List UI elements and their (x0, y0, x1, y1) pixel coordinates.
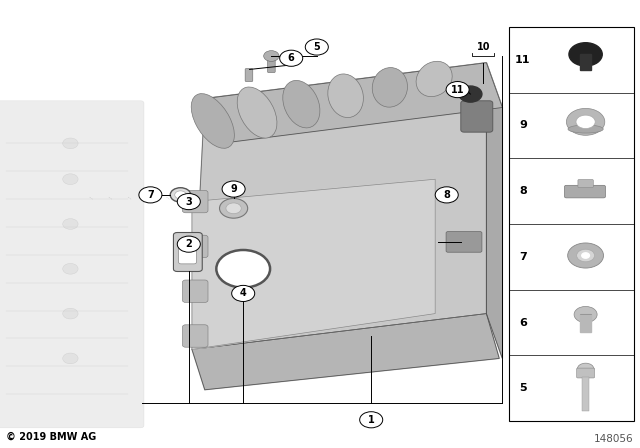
Text: 11: 11 (515, 55, 531, 65)
FancyBboxPatch shape (182, 235, 208, 258)
Circle shape (577, 249, 595, 262)
Circle shape (226, 203, 241, 214)
Polygon shape (192, 63, 486, 349)
Text: 3: 3 (186, 197, 192, 207)
Polygon shape (192, 314, 499, 390)
Ellipse shape (416, 61, 452, 97)
FancyBboxPatch shape (578, 180, 593, 188)
Circle shape (63, 308, 78, 319)
FancyBboxPatch shape (182, 325, 208, 347)
Circle shape (566, 108, 605, 135)
Circle shape (305, 39, 328, 55)
Polygon shape (486, 63, 502, 358)
Circle shape (577, 363, 594, 375)
Bar (580, 54, 591, 69)
Polygon shape (205, 63, 502, 143)
Text: 9: 9 (519, 121, 527, 130)
FancyBboxPatch shape (0, 101, 144, 428)
FancyBboxPatch shape (461, 101, 493, 132)
Text: 7: 7 (147, 190, 154, 200)
Circle shape (459, 86, 482, 102)
Bar (582, 377, 589, 411)
Circle shape (63, 219, 78, 229)
Ellipse shape (372, 68, 408, 107)
Circle shape (232, 285, 255, 302)
Ellipse shape (283, 81, 320, 128)
Circle shape (280, 50, 303, 66)
FancyBboxPatch shape (179, 240, 196, 264)
Text: 1: 1 (368, 415, 374, 425)
Text: 4: 4 (240, 289, 246, 298)
Bar (509, 27, 634, 421)
Circle shape (222, 181, 245, 197)
Circle shape (139, 187, 162, 203)
Circle shape (177, 236, 200, 252)
Text: 5: 5 (519, 383, 527, 393)
Bar (580, 314, 591, 332)
Circle shape (574, 306, 597, 323)
Circle shape (569, 43, 602, 66)
Text: 7: 7 (519, 252, 527, 262)
FancyBboxPatch shape (446, 232, 482, 252)
Text: 10: 10 (476, 42, 490, 52)
Text: 8: 8 (444, 190, 450, 200)
Polygon shape (192, 179, 435, 349)
Circle shape (264, 51, 279, 61)
Circle shape (446, 82, 469, 98)
Ellipse shape (237, 87, 277, 138)
FancyBboxPatch shape (577, 368, 595, 378)
Text: 6: 6 (288, 53, 294, 63)
Circle shape (216, 250, 270, 288)
Circle shape (568, 243, 604, 268)
FancyBboxPatch shape (564, 185, 605, 198)
Text: 9: 9 (230, 184, 237, 194)
Text: 6: 6 (519, 318, 527, 327)
Text: 11: 11 (451, 85, 465, 95)
Circle shape (63, 353, 78, 364)
Circle shape (63, 263, 78, 274)
Circle shape (63, 174, 78, 185)
Text: © 2019 BMW AG: © 2019 BMW AG (6, 431, 97, 441)
FancyBboxPatch shape (182, 280, 208, 302)
Circle shape (220, 198, 248, 218)
Text: 2: 2 (186, 239, 192, 249)
FancyBboxPatch shape (245, 69, 253, 82)
Circle shape (576, 115, 595, 129)
FancyBboxPatch shape (173, 233, 202, 271)
Circle shape (582, 253, 589, 258)
Text: 148056: 148056 (594, 434, 634, 444)
FancyBboxPatch shape (182, 190, 208, 213)
Circle shape (435, 187, 458, 203)
Circle shape (63, 138, 78, 149)
Ellipse shape (191, 94, 234, 148)
Ellipse shape (568, 125, 604, 133)
Circle shape (170, 188, 191, 202)
Text: 5: 5 (314, 42, 320, 52)
FancyBboxPatch shape (268, 57, 275, 73)
Circle shape (175, 191, 186, 199)
Text: 8: 8 (519, 186, 527, 196)
Circle shape (360, 412, 383, 428)
Ellipse shape (328, 74, 364, 117)
Circle shape (177, 194, 200, 210)
